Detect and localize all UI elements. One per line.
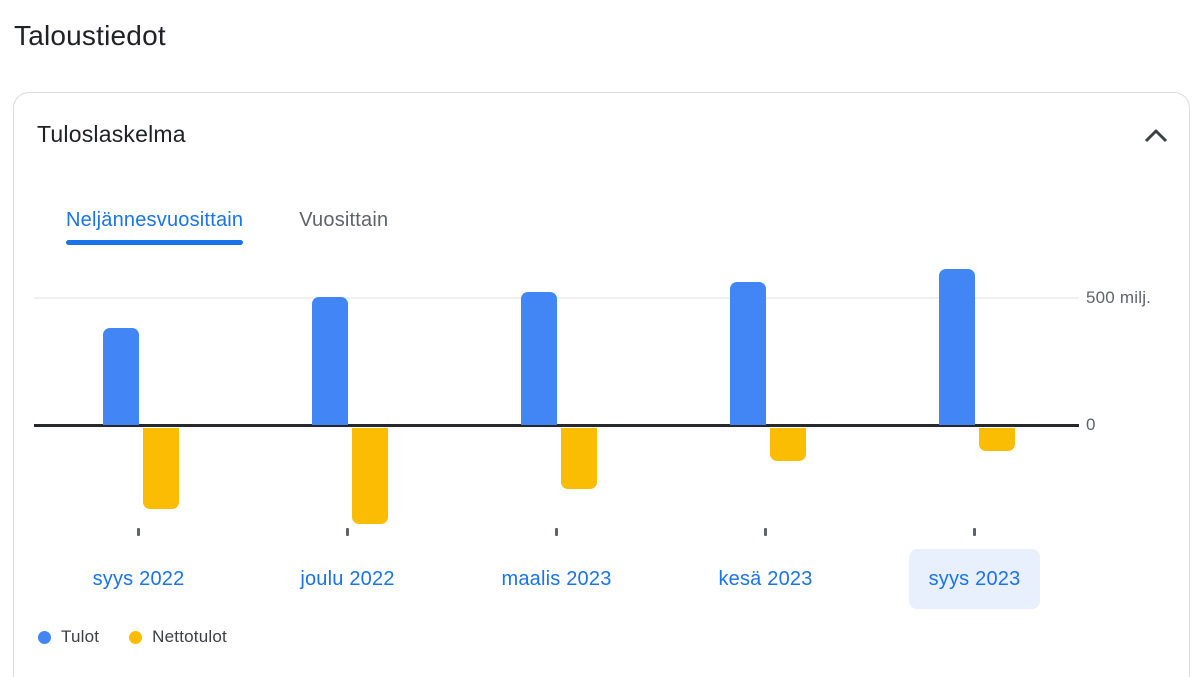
- x-axis-label-syys-2023[interactable]: syys 2023: [908, 549, 1041, 609]
- tab-quarterly[interactable]: Neljännesvuosittain: [66, 207, 244, 245]
- tab-quarterly-label: Neljännesvuosittain: [66, 209, 244, 231]
- tab-yearly-label: Vuosittain: [299, 209, 389, 231]
- income-statement-chart: 500 milj. 0 syys 2022 joulu 2022 maalis 20…: [14, 93, 1189, 677]
- card-title: Tuloslaskelma: [37, 121, 186, 147]
- chart-legend: Tulot Nettotulot: [38, 627, 227, 647]
- legend-item-nettotulot: Nettotulot: [129, 627, 227, 647]
- page-title: Taloustiedot: [14, 20, 166, 51]
- bar-nettotulot-kes-2023[interactable]: [769, 428, 806, 462]
- bar-tulot-joulu-2022[interactable]: [311, 297, 348, 425]
- active-tab-underline: [66, 240, 244, 245]
- legend-dot-tulot: [38, 630, 51, 644]
- bar-tulot-kes-2023[interactable]: [729, 281, 766, 425]
- bar-tulot-syys-2023[interactable]: [938, 268, 975, 425]
- x-axis-label-syys-2022[interactable]: syys 2022: [92, 568, 185, 590]
- bar-tulot-syys-2022[interactable]: [102, 327, 139, 425]
- x-axis-tick-syys-2023: [973, 528, 976, 536]
- chevron-up-icon: [1144, 129, 1168, 143]
- bar-tulot-maalis-2023[interactable]: [520, 291, 557, 425]
- x-axis-tick-kes-2023: [764, 528, 767, 536]
- x-axis-label-maalis-2023[interactable]: maalis 2023: [501, 568, 612, 590]
- x-axis-label-kes-2023[interactable]: kesä 2023: [718, 568, 813, 590]
- bar-nettotulot-maalis-2023[interactable]: [560, 428, 597, 490]
- x-axis-labels: syys 2022 joulu 2022 maalis 2023 kesä 2023 s…: [14, 93, 1189, 677]
- y-axis-label-500-milj: 500 milj.: [1086, 288, 1152, 307]
- collapse-section-button[interactable]: [1134, 119, 1178, 153]
- x-axis-tick-joulu-2022: [346, 528, 349, 536]
- x-axis-tick-maalis-2023: [555, 528, 558, 536]
- zero-axis-line: [34, 424, 1079, 427]
- bar-nettotulot-joulu-2022[interactable]: [351, 428, 388, 524]
- tab-yearly[interactable]: Vuosittain: [299, 207, 388, 245]
- legend-item-tulot: Tulot: [38, 627, 99, 647]
- bar-nettotulot-syys-2023[interactable]: [978, 428, 1015, 452]
- legend-label-tulot: Tulot: [61, 627, 100, 646]
- period-tabs: Neljännesvuosittain Vuosittain: [66, 207, 388, 245]
- x-axis-label-joulu-2022[interactable]: joulu 2022: [300, 568, 395, 590]
- y-axis-label-0: 0: [1086, 415, 1096, 434]
- gridline-500-milj: [34, 297, 1079, 299]
- income-statement-card: Tuloslaskelma Neljännesvuosittain Vuosit…: [13, 92, 1190, 677]
- legend-dot-nettotulot: [129, 630, 143, 644]
- bars-layer: [14, 93, 1189, 677]
- legend-label-nettotulot: Nettotulot: [152, 627, 227, 646]
- x-axis-tick-syys-2022: [137, 528, 140, 536]
- bar-nettotulot-syys-2022[interactable]: [142, 428, 179, 509]
